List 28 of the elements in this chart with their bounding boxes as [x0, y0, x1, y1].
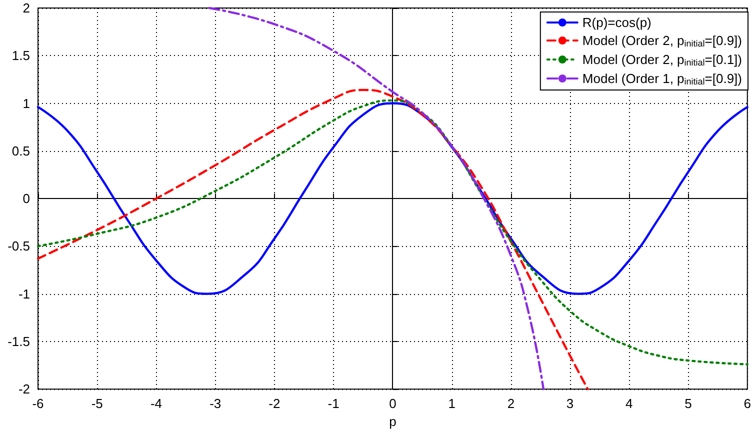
- y-tick-label: -0.5: [8, 238, 30, 254]
- x-tick-label: -2: [268, 396, 280, 412]
- x-tick-label: 1: [448, 396, 456, 412]
- y-tick-label: 2: [22, 0, 30, 16]
- line-series: [36, 88, 589, 390]
- x-tick-label: 3: [566, 396, 574, 412]
- x-axis-title: p: [389, 414, 396, 429]
- y-tick-label: 1: [22, 96, 30, 111]
- x-tick-label: -5: [91, 396, 103, 412]
- x-tick-label: 2: [507, 396, 515, 412]
- x-tick-label: -4: [150, 396, 162, 412]
- y-tick-label: 1.5: [12, 48, 30, 64]
- line-series: [208, 6, 545, 390]
- line-series: [36, 99, 748, 366]
- line-series: [36, 102, 748, 295]
- x-tick-label: -6: [32, 396, 44, 412]
- x-tick-label: 5: [684, 396, 692, 412]
- y-tick-label: 0: [22, 191, 30, 206]
- x-tick-label: 4: [626, 396, 633, 412]
- legend-label: R(p)=cos(p): [582, 15, 652, 30]
- y-tick-label: -2: [18, 382, 30, 397]
- y-tick-label: 0.5: [12, 143, 30, 158]
- x-tick-label: -1: [328, 396, 340, 412]
- x-tick-label: 0: [389, 396, 396, 412]
- y-tick-label: -1.5: [8, 334, 30, 349]
- x-tick-label: 6: [744, 396, 751, 412]
- y-tick-label: -1: [18, 286, 30, 302]
- x-tick-label: -3: [210, 396, 222, 412]
